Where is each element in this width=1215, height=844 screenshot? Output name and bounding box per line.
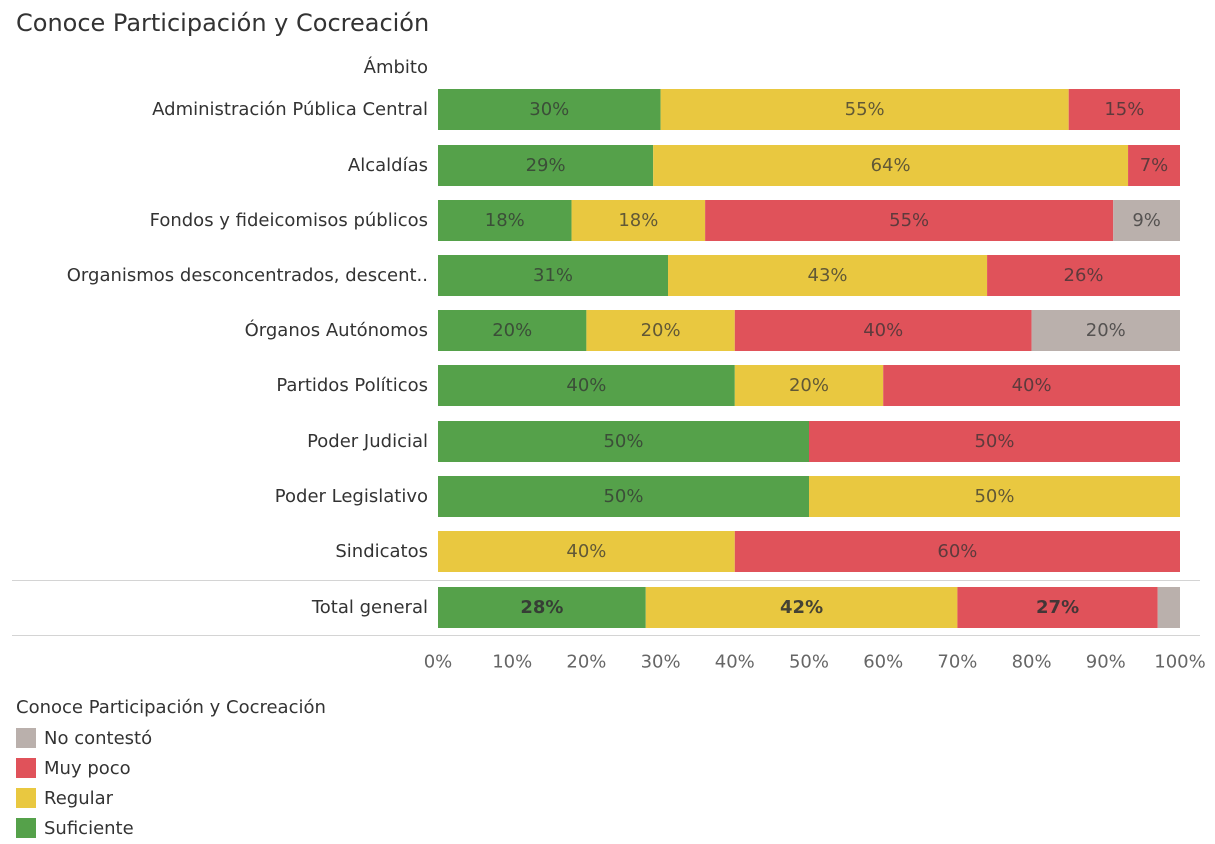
data-label: 18% [485,210,525,231]
legend-item-regular[interactable]: Regular [16,783,326,813]
category-label: Partidos Políticos [276,375,428,396]
bar-segment-regular [668,255,988,296]
bar-segment-regular [809,476,1180,517]
category-label: Sindicatos [335,541,428,562]
bar-segment-muy-poco [734,531,1180,572]
legend-swatch-no-contesto [16,728,36,748]
bar-segment-suficiente [438,587,646,628]
bar-segment-suficiente [438,421,809,462]
data-label: 26% [1064,265,1104,286]
bar-segment-muy-poco [883,365,1180,406]
x-tick-label: 40% [715,652,755,673]
data-label: 43% [808,265,848,286]
x-tick-label: 10% [492,652,532,673]
data-label: 20% [492,320,532,341]
x-tick-label: 70% [937,652,977,673]
category-label: Administración Pública Central [152,99,428,120]
legend-label-muy-poco: Muy poco [44,757,131,779]
data-label: 55% [845,99,885,120]
bar-segment-suficiente [438,255,669,296]
category-label: Poder Legislativo [275,486,428,507]
row-header-ambito: Ámbito [363,57,428,78]
legend-item-muy-poco[interactable]: Muy poco [16,753,326,783]
legend-item-no-contesto[interactable]: No contestó [16,723,326,753]
data-label: 20% [641,320,681,341]
data-label: 28% [520,597,563,618]
legend-title: Conoce Participación y Cocreación [16,697,326,718]
bar-segment-suficiente [438,476,809,517]
legend: Conoce Participación y Cocreación No con… [16,697,326,843]
bar-segment-no-contesto [1157,587,1180,628]
data-label: 29% [526,155,566,176]
bar-segment-no-contesto [1113,200,1180,241]
legend-swatch-regular [16,788,36,808]
stacked-bar-chart: Administración Pública Central 30% 55% 15% A… [12,89,1206,673]
bar-segment-regular [586,310,735,351]
legend-label-suficiente: Suficiente [44,817,134,839]
bar-segment-suficiente [438,145,654,186]
data-label: 20% [789,375,829,396]
data-label: 50% [974,486,1014,507]
legend-label-no-contesto: No contestó [44,727,153,749]
data-label: 64% [871,155,911,176]
data-label: 50% [603,486,643,507]
data-label: 42% [780,597,823,618]
data-label: 50% [603,431,643,452]
bar-segment-muy-poco [734,310,1032,351]
category-label: Alcaldías [348,155,428,176]
bar-segment-suficiente [438,200,572,241]
legend-swatch-muy-poco [16,758,36,778]
legend-label-regular: Regular [44,787,114,809]
legend-swatch-suficiente [16,818,36,838]
bar-segment-suficiente [438,365,735,406]
x-tick-label: 20% [566,652,606,673]
bar-segment-muy-poco [1068,89,1180,130]
bar-segment-suficiente [438,89,661,130]
data-label: 15% [1104,99,1144,120]
data-label: 20% [1086,320,1126,341]
bar-segment-regular [734,365,884,406]
category-label: Organismos desconcentrados, descent.. [67,265,428,286]
category-label: Poder Judicial [307,431,428,452]
category-label: Órganos Autónomos [245,319,428,341]
bar-segment-muy-poco [957,587,1158,628]
x-tick-label: 100% [1154,652,1205,673]
data-label: 7% [1140,155,1169,176]
data-label: 27% [1036,597,1079,618]
x-tick-label: 50% [789,652,829,673]
data-label: 30% [529,99,569,120]
bar-segment-muy-poco [809,421,1180,462]
bar-segment-regular [653,145,1129,186]
data-label: 9% [1132,210,1161,231]
x-tick-label: 0% [424,652,453,673]
x-tick-label: 90% [1086,652,1126,673]
bar-segment-muy-poco [987,255,1180,296]
data-label: 31% [533,265,573,286]
data-label: 40% [566,375,606,396]
data-label: 55% [889,210,929,231]
bar-segment-regular [438,531,735,572]
bar-segment-muy-poco [1128,145,1180,186]
x-tick-label: 60% [863,652,903,673]
x-tick-label: 80% [1012,652,1052,673]
bar-segment-regular [660,89,1069,130]
category-label: Total general [311,597,428,618]
legend-item-suficiente[interactable]: Suficiente [16,813,326,843]
bar-segment-suficiente [438,310,587,351]
data-label: 40% [863,320,903,341]
data-label: 18% [618,210,658,231]
data-label: 40% [566,541,606,562]
bar-segment-regular [571,200,706,241]
bar-segment-regular [645,587,958,628]
x-tick-label: 30% [641,652,681,673]
bar-segment-muy-poco [705,200,1114,241]
bar-segment-no-contesto [1031,310,1180,351]
data-label: 60% [937,541,977,562]
category-label: Fondos y fideicomisos públicos [150,210,428,231]
data-label: 40% [1012,375,1052,396]
chart-title: Conoce Participación y Cocreación [16,9,430,37]
data-label: 50% [974,431,1014,452]
